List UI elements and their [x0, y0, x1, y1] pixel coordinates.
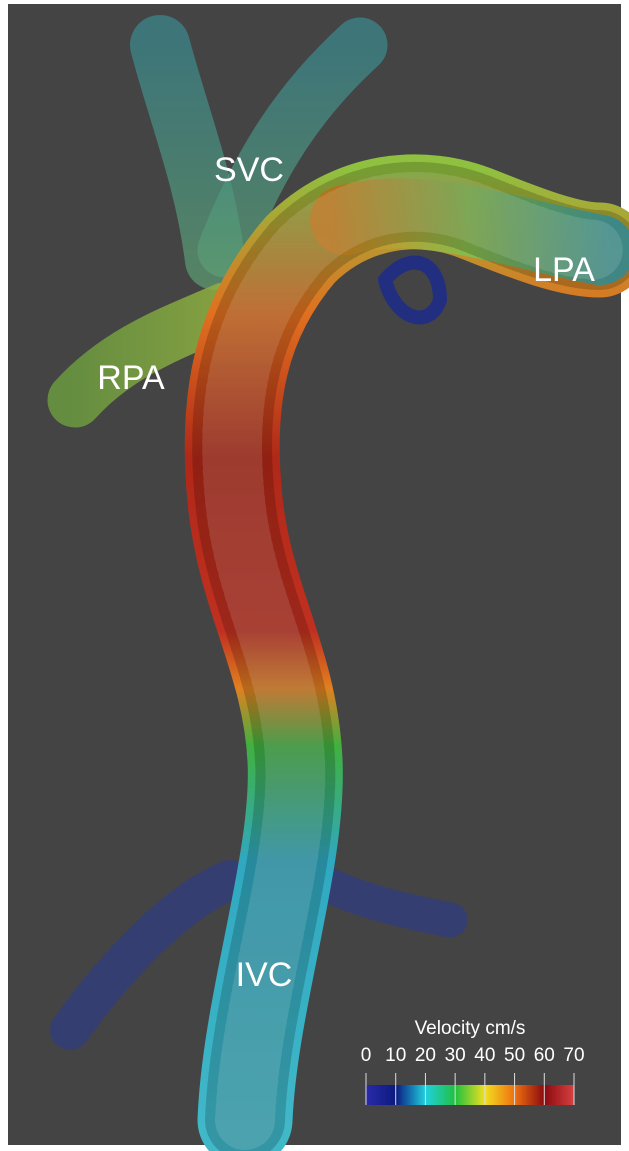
colorbar-tick-label: 0	[361, 1045, 372, 1066]
colorbar-tick-label: 20	[415, 1045, 436, 1066]
colorbar-tick-label: 30	[445, 1045, 466, 1066]
colorbar-tick-label: 10	[385, 1045, 406, 1066]
colorbar-tick-label: 50	[504, 1045, 525, 1066]
colorbar-bar	[366, 1085, 574, 1105]
vessel-label: RPA	[97, 359, 165, 397]
colorbar-tick-label: 60	[534, 1045, 555, 1066]
vessels	[47, 15, 629, 1151]
vessel-label: LPA	[533, 251, 595, 289]
vessel-label: IVC	[236, 956, 293, 994]
colorbar-tick-label: 40	[474, 1045, 495, 1066]
colorbar-title: Velocity cm/s	[415, 1018, 526, 1039]
vessel-label: SVC	[214, 151, 284, 189]
colorbar-tick-label: 70	[563, 1045, 584, 1066]
colorbar: 0 10 20 30 40 50 60 70	[361, 1045, 585, 1105]
